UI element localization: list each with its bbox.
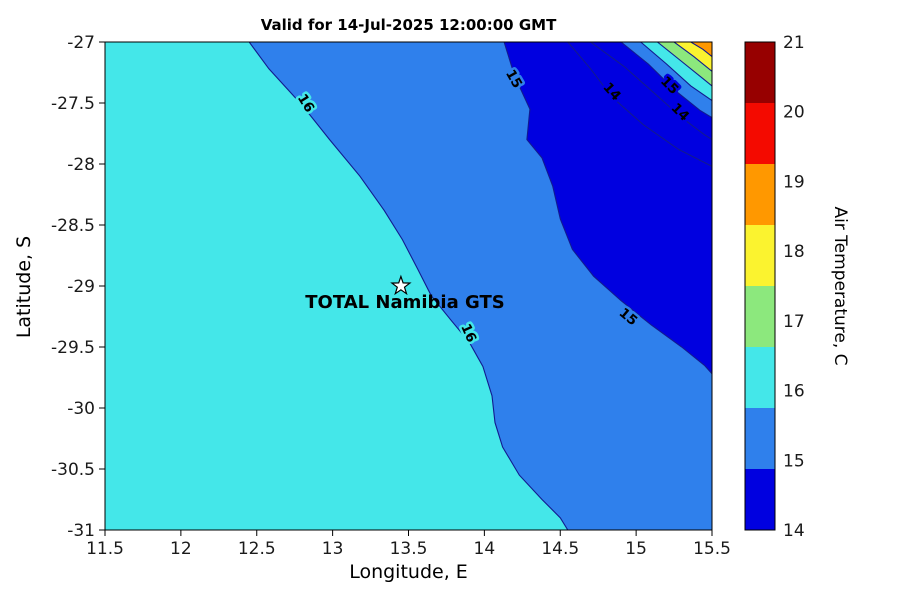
colorbar-band: [745, 42, 775, 104]
y-tick-label: -29: [67, 277, 95, 297]
y-tick-label: -31: [67, 521, 95, 541]
colorbar-band: [745, 103, 775, 165]
y-tick-label: -28: [67, 155, 95, 175]
y-axis-label: Latitude, S: [13, 235, 35, 339]
colorbar-band: [745, 408, 775, 470]
contour-line-16: [248, 42, 569, 530]
colorbar-tick-label: 20: [783, 103, 805, 123]
contour-line-18: [673, 42, 712, 72]
colorbar-band: [745, 347, 775, 409]
station-label: TOTAL Namibia GTS: [305, 292, 505, 313]
x-axis-label: Longitude, E: [349, 561, 468, 583]
contour-line-15: [503, 42, 712, 375]
colorbar-frame: [744, 41, 776, 531]
colorbar-tick-label: 16: [783, 382, 805, 402]
x-tick-label: 13.5: [390, 539, 428, 559]
colorbar-tick-label: 21: [783, 33, 805, 53]
y-tick-label: -27.5: [51, 94, 95, 114]
x-tick-label: 12.5: [238, 539, 276, 559]
contour-line-15: [620, 42, 712, 119]
station-marker-icon: [390, 274, 412, 296]
x-tick-label: 14: [474, 539, 496, 559]
contour-line-19: [690, 42, 712, 58]
x-tick-label: 15.5: [693, 539, 731, 559]
y-tick-label: -29.5: [51, 338, 95, 358]
x-tick-label: 15: [625, 539, 647, 559]
x-tick-label: 13: [322, 539, 344, 559]
colorbar-band: [745, 469, 775, 531]
colorbar-tick-label: 14: [783, 521, 805, 541]
contour-line-14: [590, 42, 712, 141]
colorbar-band: [745, 164, 775, 226]
colorbar-band: [745, 286, 775, 348]
colorbar-tick-label: 17: [783, 312, 805, 332]
colorbar-band: [745, 225, 775, 287]
y-tick-label: -28.5: [51, 216, 95, 236]
contour-line-17: [657, 42, 712, 87]
contour-region-19: [690, 42, 712, 57]
colorbar-label: Air Temperature, C: [830, 206, 850, 366]
contour-line-14: [567, 42, 712, 167]
x-tick-label: 14.5: [541, 539, 579, 559]
colorbar-tick-label: 18: [783, 242, 805, 262]
colorbar-tick-label: 15: [783, 451, 805, 471]
colorbar-tick-label: 19: [783, 172, 805, 192]
contour-region-15: [504, 42, 712, 374]
x-tick-label: 11.5: [86, 539, 124, 559]
y-tick-label: -27: [67, 33, 95, 53]
y-tick-label: -30.5: [51, 460, 95, 480]
x-tick-label: 12: [170, 539, 192, 559]
y-tick-label: -30: [67, 399, 95, 419]
plot-title: Valid for 14-Jul-2025 12:00:00 GMT: [260, 16, 557, 34]
contour-line-16: [640, 42, 712, 102]
